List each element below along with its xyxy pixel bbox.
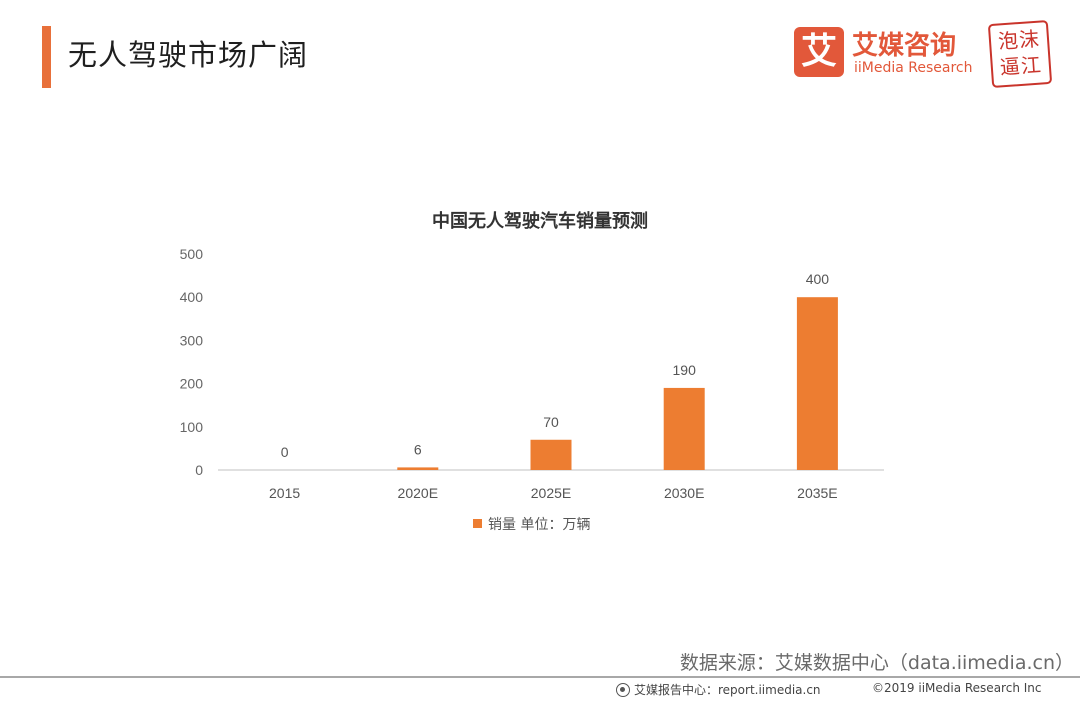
bar	[397, 467, 439, 470]
y-tick-label: 200	[180, 376, 204, 392]
footer-divider	[0, 676, 1080, 678]
x-tick-label: 2030E	[664, 485, 704, 501]
x-tick-label: 2020E	[398, 485, 438, 501]
bar-value-label: 0	[281, 444, 289, 460]
data-source: 数据来源：艾媒数据中心（data.iimedia.cn）	[679, 652, 1074, 674]
bar-value-label: 6	[414, 441, 422, 457]
y-axis-ticks: 0 100 200 300 400 500	[180, 246, 204, 478]
chart-legend: 销量 单位：万辆	[473, 514, 590, 534]
bar	[663, 387, 705, 470]
bar	[530, 439, 572, 470]
footer-report-center: 艾媒报告中心：report.iimedia.cn	[616, 681, 821, 698]
chart-title: 中国无人驾驶汽车销量预测	[432, 211, 648, 232]
y-tick-label: 500	[180, 246, 204, 262]
logo-name-en: iiMedia Research	[854, 60, 973, 76]
bar-value-label: 190	[673, 362, 697, 378]
page-title: 无人驾驶市场广阔	[68, 38, 309, 72]
footer-copyright: ©2019 iiMedia Research Inc	[872, 681, 1042, 695]
y-tick-label: 100	[180, 419, 204, 435]
legend-label: 销量 单位：万辆	[488, 517, 591, 533]
footer-report-label: 艾媒报告中心：report.iimedia.cn	[634, 683, 821, 697]
logo-name-cn: 艾媒咨询	[852, 31, 957, 61]
x-axis-labels: 2015 2020E 2025E 2030E 2035E	[269, 485, 838, 501]
title-accent-bar	[42, 26, 51, 88]
bar-value-label: 70	[543, 414, 559, 430]
logo-mark: 艾	[794, 27, 844, 77]
bar	[796, 297, 838, 470]
x-tick-label: 2015	[269, 485, 300, 501]
y-tick-label: 300	[180, 332, 204, 348]
legend-swatch	[473, 519, 482, 528]
y-tick-label: 400	[180, 289, 204, 305]
bar-value-label: 400	[806, 271, 830, 287]
iimedia-logo: 艾 艾媒咨询 iiMedia Research	[794, 27, 973, 81]
x-tick-label: 2025E	[531, 485, 571, 501]
report-center-icon	[616, 683, 630, 697]
bar-series	[397, 297, 838, 470]
y-tick-label: 0	[195, 462, 203, 478]
bar-value-labels: 0 6 70 190 400	[281, 271, 830, 460]
x-tick-label: 2035E	[797, 485, 837, 501]
